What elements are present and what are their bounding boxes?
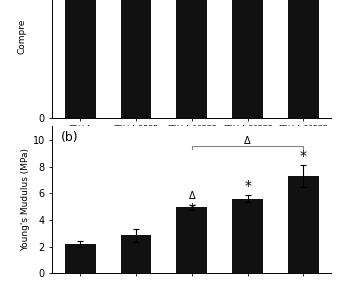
Bar <box>121 235 151 273</box>
Bar <box>121 0 151 118</box>
Bar <box>288 176 319 273</box>
Text: *: * <box>244 178 251 193</box>
Text: Δ: Δ <box>189 191 195 201</box>
Bar <box>288 0 319 118</box>
Y-axis label: Young's Mudulus (MPa): Young's Mudulus (MPa) <box>21 148 30 251</box>
Text: *: * <box>300 148 307 163</box>
Bar <box>65 244 96 273</box>
Text: Δ: Δ <box>244 136 251 146</box>
Bar <box>176 207 207 273</box>
Bar <box>176 0 207 118</box>
Bar <box>232 198 263 273</box>
Text: *: * <box>188 202 195 216</box>
Bar <box>65 0 96 118</box>
Bar <box>232 0 263 118</box>
Text: (b): (b) <box>61 131 78 144</box>
Y-axis label: Compre: Compre <box>18 19 27 54</box>
